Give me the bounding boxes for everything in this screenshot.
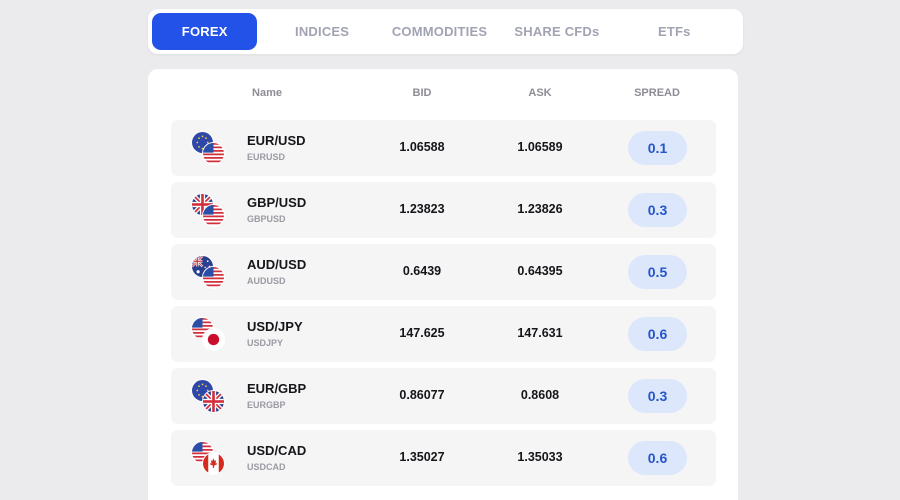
table-header: Name BID ASK SPREAD [148, 87, 738, 103]
column-header-ask: ASK [528, 87, 552, 99]
column-header-spread: SPREAD [634, 87, 680, 99]
bid-price: 0.86077 [399, 388, 445, 402]
pair-flags [191, 441, 227, 475]
us-flag-icon [202, 142, 225, 165]
table-row[interactable]: EUR/USD EURUSD 1.06588 1.06589 0.1 [171, 120, 716, 176]
us-flag-icon [202, 266, 225, 289]
ask-price: 0.64395 [517, 264, 563, 278]
table-row[interactable]: GBP/USD GBPUSD 1.23823 1.23826 0.3 [171, 182, 716, 238]
table-row[interactable]: USD/CAD USDCAD 1.35027 1.35033 0.6 [171, 430, 716, 486]
ask-price: 147.631 [517, 326, 563, 340]
bid-price: 147.625 [399, 326, 445, 340]
tab-etfs[interactable]: ETFs [658, 24, 691, 39]
tab-commodities[interactable]: COMMODITIES [391, 24, 488, 39]
ask-price: 1.35033 [517, 450, 563, 464]
tab-share-cfds[interactable]: SHARE CFDs [514, 24, 600, 39]
pair-flags [191, 317, 227, 351]
spread-badge: 0.3 [628, 193, 687, 227]
pair-flags [191, 379, 227, 413]
pair-name: EUR/USD [247, 133, 306, 148]
tab-forex[interactable]: FOREX [152, 13, 258, 50]
table-row[interactable]: EUR/GBP EURGBP 0.86077 0.8608 0.3 [171, 368, 716, 424]
pair-name: GBP/USD [247, 195, 307, 210]
pair-name: USD/CAD [247, 443, 307, 458]
tab-indices[interactable]: INDICES [295, 24, 350, 39]
pair-code: EURUSD [247, 152, 286, 162]
us-flag-icon [202, 204, 225, 227]
ask-price: 1.23826 [517, 202, 563, 216]
spread-badge: 0.6 [628, 441, 687, 475]
pair-name: USD/JPY [247, 319, 303, 334]
uk-flag-icon [202, 390, 225, 413]
pair-name: EUR/GBP [247, 381, 307, 396]
bid-price: 1.06588 [399, 140, 445, 154]
table-row[interactable]: USD/JPY USDJPY 147.625 147.631 0.6 [171, 306, 716, 362]
pair-flags [191, 255, 227, 289]
pair-flags [191, 193, 227, 227]
ask-price: 0.8608 [520, 388, 560, 402]
quotes-table: Name BID ASK SPREAD EUR/USD EURUSD 1.06588… [148, 69, 738, 500]
pair-code: GBPUSD [247, 214, 286, 224]
pair-flags [191, 131, 227, 165]
column-header-name: Name [252, 87, 282, 99]
market-tabs: FOREX INDICES COMMODITIES SHARE CFDs ETF… [148, 9, 743, 54]
spread-badge: 0.3 [628, 379, 687, 413]
spread-badge: 0.1 [628, 131, 687, 165]
ask-price: 1.06589 [517, 140, 563, 154]
pair-code: AUDUSD [247, 276, 286, 286]
pair-code: USDJPY [247, 338, 284, 348]
pair-code: EURGBP [247, 400, 286, 410]
pair-code: USDCAD [247, 462, 286, 472]
jp-flag-icon [202, 328, 225, 351]
bid-price: 1.35027 [399, 450, 445, 464]
bid-price: 0.6439 [402, 264, 442, 278]
bid-price: 1.23823 [399, 202, 445, 216]
spread-badge: 0.5 [628, 255, 687, 289]
column-header-bid: BID [412, 87, 432, 99]
pair-name: AUD/USD [247, 257, 307, 272]
ca-flag-icon [202, 452, 225, 475]
table-row[interactable]: AUD/USD AUDUSD 0.6439 0.64395 0.5 [171, 244, 716, 300]
spread-badge: 0.6 [628, 317, 687, 351]
